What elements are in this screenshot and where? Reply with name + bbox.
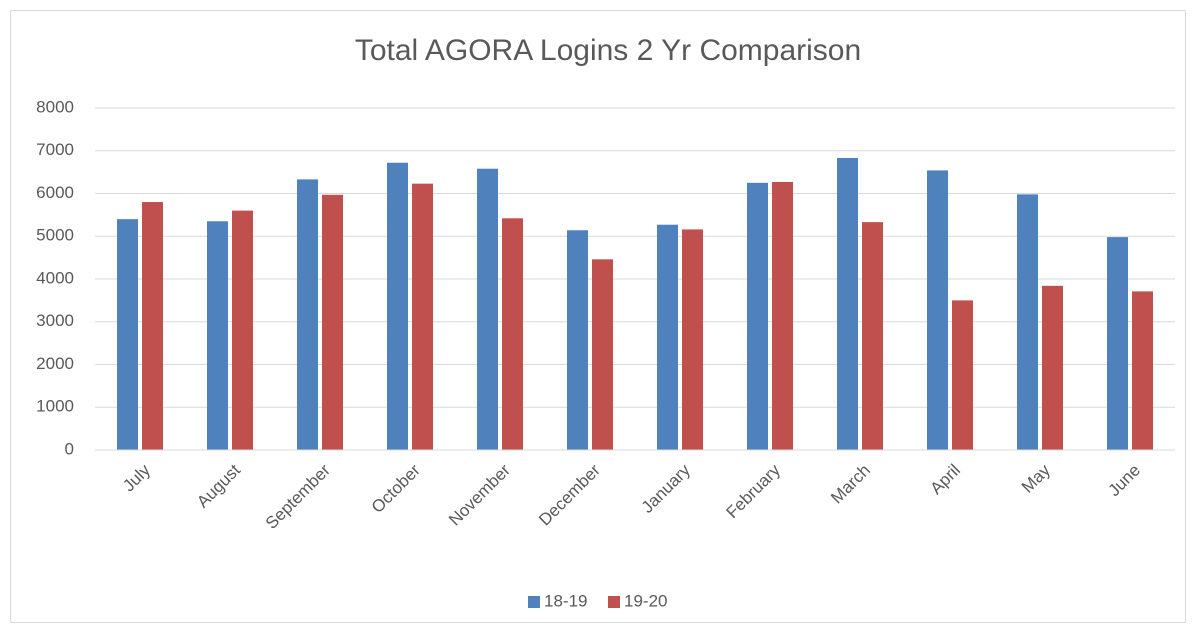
y-tick-label: 6000: [36, 183, 74, 202]
bar: [117, 219, 138, 450]
bar: [477, 168, 498, 450]
bar: [1132, 291, 1153, 450]
bar: [682, 229, 703, 450]
bar: [142, 202, 163, 450]
bar: [1017, 194, 1038, 450]
y-tick-label: 3000: [36, 311, 74, 330]
chart-title: Total AGORA Logins 2 Yr Comparison: [355, 34, 861, 67]
legend-label: 19-20: [624, 591, 667, 610]
bar: [952, 300, 973, 450]
bar: [747, 182, 768, 450]
y-tick-label: 7000: [36, 140, 74, 159]
y-tick-label: 2000: [36, 354, 74, 373]
bar: [502, 218, 523, 450]
bar: [387, 162, 408, 450]
bar: [1107, 237, 1128, 450]
bar: [657, 224, 678, 450]
y-tick-label: 5000: [36, 226, 74, 245]
legend-swatch: [528, 596, 540, 608]
y-tick-label: 1000: [36, 397, 74, 416]
bar: [837, 158, 858, 450]
bar: [1042, 285, 1063, 450]
bar: [207, 221, 228, 450]
y-tick-label: 4000: [36, 268, 74, 287]
legend-swatch: [608, 596, 620, 608]
bar: [297, 179, 318, 450]
bar: [412, 183, 433, 451]
bar: [592, 259, 613, 450]
bar: [772, 181, 793, 450]
bar: [322, 194, 343, 450]
y-tick-label: 0: [65, 439, 74, 458]
bar: [862, 222, 883, 450]
bar: [567, 230, 588, 450]
y-tick-label: 8000: [36, 97, 74, 116]
bar: [232, 210, 253, 450]
bar: [927, 170, 948, 451]
legend-label: 18-19: [544, 591, 587, 610]
